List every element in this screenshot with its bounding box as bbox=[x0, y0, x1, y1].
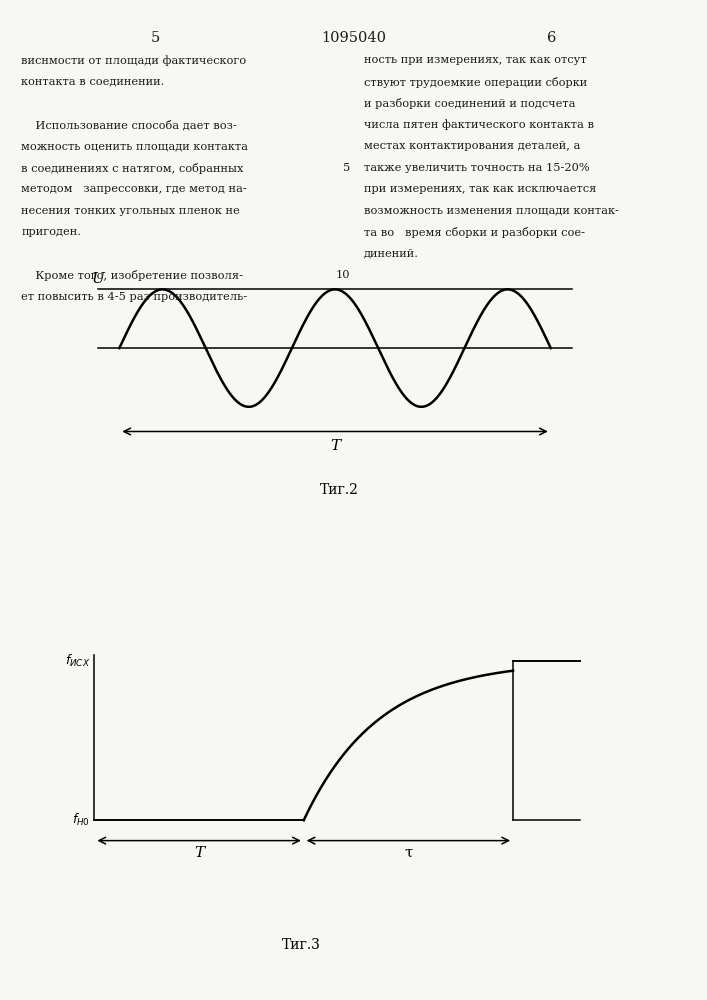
Text: Использование способа дает воз-: Использование способа дает воз- bbox=[21, 119, 237, 130]
Text: пригоден.: пригоден. bbox=[21, 227, 81, 237]
Text: ность при измерениях, так как отсут: ность при измерениях, так как отсут bbox=[364, 55, 587, 65]
Text: контакта в соединении.: контакта в соединении. bbox=[21, 77, 165, 87]
Text: 6: 6 bbox=[547, 31, 556, 45]
Text: Кроме того, изобретение позволя-: Кроме того, изобретение позволя- bbox=[21, 270, 243, 281]
Text: Τиг.2: Τиг.2 bbox=[320, 483, 358, 497]
Text: $f_{\mathit{Н0}}$: $f_{\mathit{Н0}}$ bbox=[71, 812, 90, 828]
Text: Τиг.3: Τиг.3 bbox=[281, 938, 320, 952]
Text: несения тонких угольных пленок не: несения тонких угольных пленок не bbox=[21, 206, 240, 216]
Text: при измерениях, так как исключается: при измерениях, так как исключается bbox=[364, 184, 597, 194]
Text: 10: 10 bbox=[335, 270, 350, 280]
Text: T: T bbox=[330, 439, 340, 453]
Text: τ: τ bbox=[404, 846, 413, 860]
Text: T: T bbox=[194, 846, 204, 860]
Text: ет повысить в 4-5 раз производитель-: ет повысить в 4-5 раз производитель- bbox=[21, 292, 247, 302]
Text: динений.: динений. bbox=[364, 248, 419, 258]
Text: возможность изменения площади контак-: возможность изменения площади контак- bbox=[364, 206, 619, 216]
Text: ствуют трудоемкие операции сборки: ствуют трудоемкие операции сборки bbox=[364, 77, 588, 88]
Text: можность оценить площади контакта: можность оценить площади контакта bbox=[21, 141, 248, 151]
Text: методом   запрессовки, где метод на-: методом запрессовки, где метод на- bbox=[21, 184, 247, 194]
Text: в соединениях с натягом, собранных: в соединениях с натягом, собранных bbox=[21, 163, 244, 174]
Text: 5: 5 bbox=[151, 31, 160, 45]
Text: 5: 5 bbox=[343, 163, 350, 173]
Text: 1095040: 1095040 bbox=[321, 31, 386, 45]
Text: также увеличить точность на 15-20%: также увеличить точность на 15-20% bbox=[364, 163, 590, 173]
Text: та во   время сборки и разборки сое-: та во время сборки и разборки сое- bbox=[364, 227, 585, 238]
Text: местах контактирования деталей, а: местах контактирования деталей, а bbox=[364, 141, 580, 151]
Text: U: U bbox=[91, 272, 104, 286]
Text: $f_{\mathit{ИСХ}}$: $f_{\mathit{ИСХ}}$ bbox=[64, 653, 90, 669]
Text: виснмости от площади фактического: виснмости от площади фактического bbox=[21, 55, 246, 66]
Text: числа пятен фактического контакта в: числа пятен фактического контакта в bbox=[364, 119, 594, 130]
Text: и разборки соединений и подсчета: и разборки соединений и подсчета bbox=[364, 98, 575, 109]
